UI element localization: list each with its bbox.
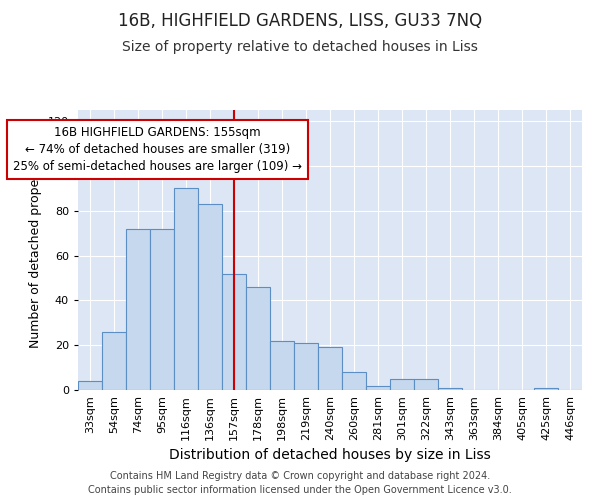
Bar <box>342 372 366 390</box>
Bar <box>414 379 438 390</box>
Bar <box>198 204 222 390</box>
Bar <box>366 386 390 390</box>
Bar <box>270 340 294 390</box>
Bar <box>318 348 342 390</box>
Bar <box>126 228 150 390</box>
Text: Size of property relative to detached houses in Liss: Size of property relative to detached ho… <box>122 40 478 54</box>
Text: 16B HIGHFIELD GARDENS: 155sqm
← 74% of detached houses are smaller (319)
25% of : 16B HIGHFIELD GARDENS: 155sqm ← 74% of d… <box>13 126 302 172</box>
X-axis label: Distribution of detached houses by size in Liss: Distribution of detached houses by size … <box>169 448 491 462</box>
Text: 16B, HIGHFIELD GARDENS, LISS, GU33 7NQ: 16B, HIGHFIELD GARDENS, LISS, GU33 7NQ <box>118 12 482 30</box>
Bar <box>150 228 174 390</box>
Bar <box>222 274 246 390</box>
Y-axis label: Number of detached properties: Number of detached properties <box>29 152 42 348</box>
Bar <box>390 379 414 390</box>
Bar <box>438 388 462 390</box>
Text: Contains HM Land Registry data © Crown copyright and database right 2024.
Contai: Contains HM Land Registry data © Crown c… <box>88 471 512 495</box>
Bar <box>174 188 198 390</box>
Bar <box>246 287 270 390</box>
Bar <box>78 381 102 390</box>
Bar <box>102 332 126 390</box>
Bar <box>534 388 558 390</box>
Bar <box>294 343 318 390</box>
